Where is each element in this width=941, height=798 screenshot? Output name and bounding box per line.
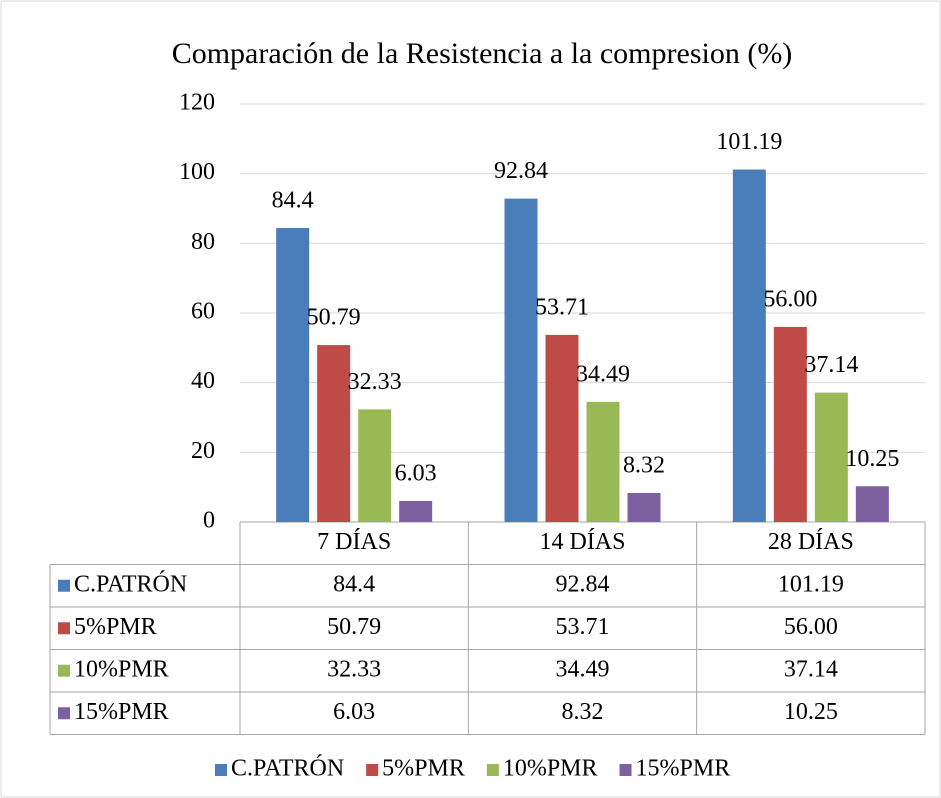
x-tick-label: 14 DÍAS: [539, 529, 625, 555]
bar: [545, 334, 579, 522]
legend-swatch: [486, 764, 499, 776]
bar: [276, 228, 310, 523]
table-cell: 10.25: [784, 699, 838, 725]
data-label: 92.84: [494, 158, 548, 184]
table-cell: 53.71: [556, 614, 610, 640]
table-cell: 84.4: [333, 571, 375, 597]
x-tick-label: 7 DÍAS: [317, 529, 391, 555]
bar: [358, 409, 392, 522]
bar: [317, 345, 351, 522]
table-series-name: 10%PMR: [74, 656, 169, 682]
data-label: 10.25: [845, 446, 899, 472]
data-label: 32.33: [348, 369, 402, 395]
data-label: 50.79: [307, 305, 361, 331]
data-label: 34.49: [576, 361, 630, 387]
data-label: 101.19: [716, 129, 782, 155]
bar: [627, 493, 661, 522]
legend-label: 15%PMR: [636, 756, 731, 782]
bar: [814, 392, 848, 522]
bar: [586, 401, 620, 522]
y-tick-label: 100: [179, 159, 215, 185]
y-tick-label: 120: [179, 90, 215, 116]
y-tick-label: 80: [191, 229, 215, 255]
y-tick-label: 40: [191, 368, 215, 394]
table-series-name: 5%PMR: [74, 614, 157, 640]
table-legend-swatch: [58, 664, 70, 677]
table-cell: 34.49: [556, 656, 610, 682]
y-tick-label: 60: [191, 299, 215, 325]
bar: [855, 486, 889, 522]
table-series-name: C.PATRÓN: [74, 570, 187, 597]
table-cell: 92.84: [556, 571, 610, 597]
table-cell: 6.03: [333, 699, 375, 725]
legend-swatch: [366, 764, 379, 776]
table-legend-swatch: [58, 707, 70, 720]
data-label: 84.4: [272, 188, 314, 214]
bar: [399, 500, 433, 522]
bar: [504, 198, 538, 522]
y-tick-label: 0: [203, 508, 215, 534]
table-series-name: 15%PMR: [74, 699, 169, 725]
legend-swatch: [215, 764, 227, 776]
legend-label: C.PATRÓN: [231, 755, 344, 782]
legend-label: 10%PMR: [503, 756, 598, 782]
y-tick-label: 20: [191, 438, 215, 464]
bar: [773, 326, 807, 522]
table-legend-swatch: [58, 579, 70, 592]
x-tick-label: 28 DÍAS: [768, 529, 854, 555]
table-cell: 32.33: [327, 656, 381, 682]
table-cell: 50.79: [327, 614, 381, 640]
data-label: 6.03: [395, 460, 437, 486]
table-cell: 8.32: [562, 699, 604, 725]
table-cell: 56.00: [784, 614, 838, 640]
data-label: 53.71: [535, 294, 589, 320]
legend-swatch: [619, 764, 632, 776]
chart-title: Comparación de la Resistencia a la compr…: [172, 37, 793, 70]
legend-label: 5%PMR: [382, 756, 465, 782]
data-label: 8.32: [623, 453, 665, 479]
table-legend-swatch: [58, 622, 70, 635]
table-cell: 101.19: [778, 571, 844, 597]
data-label: 37.14: [804, 352, 858, 378]
table-cell: 37.14: [784, 656, 838, 682]
bar: [732, 169, 766, 523]
data-label: 56.00: [763, 286, 817, 312]
